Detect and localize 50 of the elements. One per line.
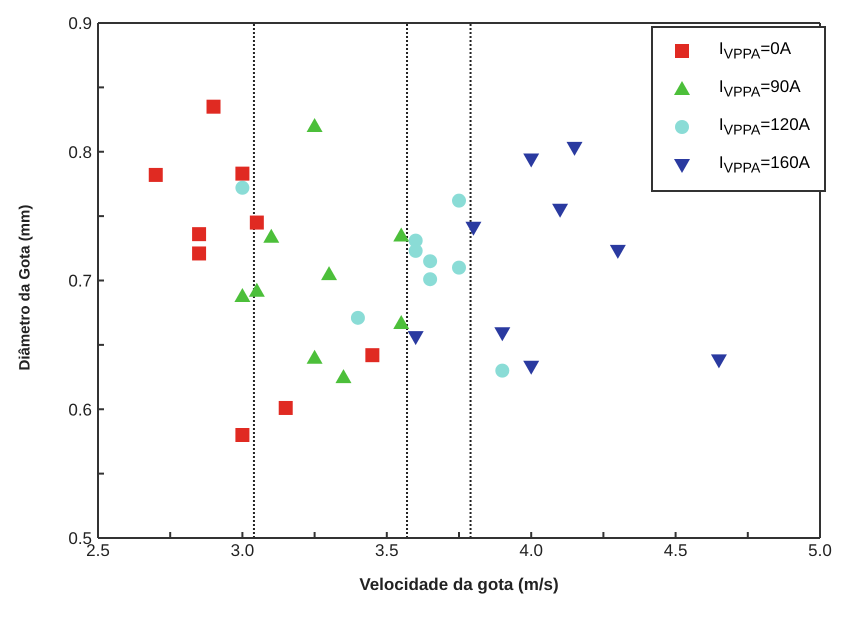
legend-label: I$_{VPPA}$=90A (718, 77, 801, 101)
point (566, 142, 583, 156)
x-tick-label: 3.5 (374, 541, 399, 560)
point (235, 180, 250, 195)
point (452, 194, 466, 208)
point (206, 100, 221, 114)
point (235, 166, 250, 181)
point (192, 227, 206, 242)
point (465, 222, 482, 236)
point (335, 369, 352, 384)
y-tick-label: 0.7 (68, 272, 92, 291)
y-tick-label: 0.8 (68, 142, 92, 162)
point (192, 246, 206, 260)
point (393, 314, 410, 329)
legend-label: I$_{VPPA}$=160A (718, 153, 810, 177)
x-tick-label: 3.0 (230, 541, 254, 560)
point (452, 260, 466, 275)
point (148, 168, 163, 182)
x-tick-label: 4.5 (664, 541, 688, 560)
point (408, 331, 424, 346)
legend-label: I$_{VPPA}$=120A (718, 115, 810, 139)
point (235, 428, 250, 442)
point (523, 360, 540, 375)
point (423, 254, 438, 268)
point (423, 272, 438, 286)
point (263, 228, 280, 243)
point (523, 153, 540, 168)
y-axis-title: Diâmetro da Gota (mm) (16, 204, 34, 370)
point (234, 288, 250, 302)
point (710, 354, 727, 368)
x-tick-label: 4.0 (519, 541, 544, 560)
point (365, 348, 380, 362)
point (278, 400, 293, 415)
x-tick-label: 5.0 (808, 541, 832, 560)
point (495, 364, 510, 378)
y-tick-label: 0.9 (68, 14, 92, 34)
legend-label: I$_{VPPA}$=0A (718, 39, 792, 63)
x-axis-title: Velocidade da gota (m/s) (359, 575, 559, 594)
point (350, 310, 365, 325)
point (610, 244, 626, 259)
point (248, 282, 265, 297)
point (306, 350, 323, 364)
point (393, 227, 410, 242)
point (306, 118, 323, 132)
y-tick-label: 0.6 (68, 400, 92, 420)
point (494, 327, 510, 342)
point (321, 266, 338, 280)
point (552, 204, 568, 218)
point (250, 216, 264, 230)
point (408, 244, 423, 258)
